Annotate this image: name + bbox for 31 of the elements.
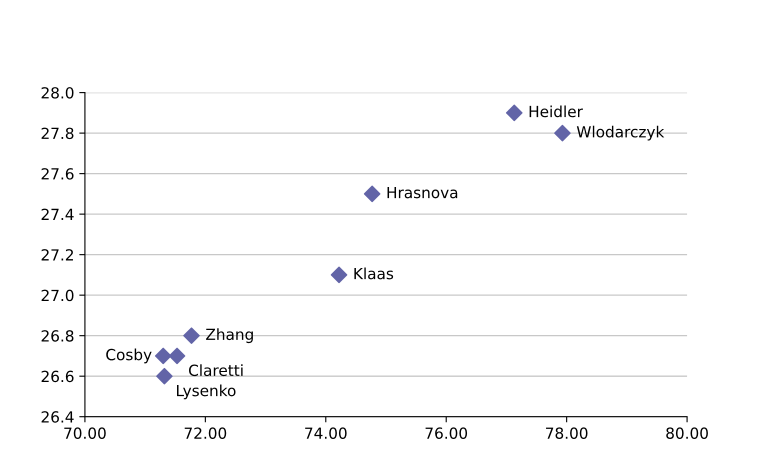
point — [156, 368, 173, 384]
x-tick-label: 76.00 — [426, 427, 468, 439]
point — [168, 348, 186, 364]
x-tick-label: 78.00 — [546, 427, 588, 439]
y-tick-label: 27.2 — [42, 249, 73, 260]
annotation: Heidler — [530, 105, 583, 118]
point — [154, 348, 172, 364]
y-tick-label: 27.4 — [42, 208, 74, 220]
annotation: Lysenko — [177, 384, 236, 400]
point — [364, 186, 380, 202]
point — [554, 124, 571, 142]
y-tick-label: 26.4 — [42, 411, 74, 423]
annotation: Wlodarczyk — [576, 126, 664, 141]
y-tick-label: 28.0 — [42, 87, 74, 99]
annotation: Claretti — [189, 364, 243, 376]
y-tick-label: 27.6 — [42, 168, 74, 180]
annotation: Zhang — [206, 328, 253, 344]
x-tick-label: 70.00 — [64, 427, 106, 439]
annotation: Hrasnova — [388, 186, 458, 198]
point — [330, 266, 348, 284]
y-tick-label: 27.8 — [42, 128, 74, 140]
x-tick-label: 72.00 — [184, 427, 226, 439]
y-tick-label: 26.8 — [42, 330, 74, 342]
point — [183, 327, 200, 344]
y-tick-label: 26.6 — [42, 370, 74, 382]
y-tick-label: 27.0 — [42, 290, 74, 302]
x-tick-label: 80.00 — [666, 427, 708, 439]
x-tick-label: 74.00 — [305, 427, 347, 439]
annotation: Klaas — [354, 268, 394, 280]
annotation: Cosby — [106, 348, 152, 364]
point — [506, 104, 523, 122]
